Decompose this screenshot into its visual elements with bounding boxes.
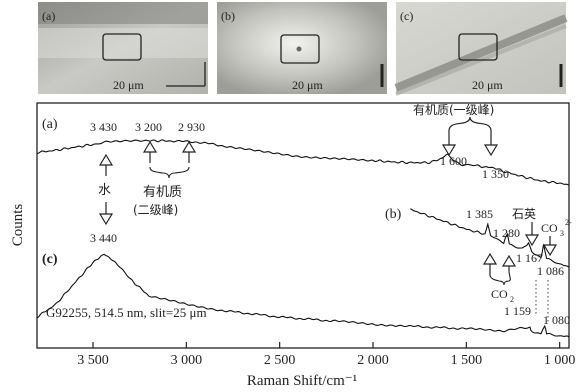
co3-label: CO 3 2- <box>541 218 572 238</box>
photo-a: (a) 20 μm <box>38 2 208 94</box>
peak-label-2930: 2 930 <box>178 120 205 134</box>
svg-text:2: 2 <box>510 295 514 304</box>
svg-text:3: 3 <box>560 229 564 238</box>
x-axis-ticks: 3 500 3 000 2 500 2 000 1 500 1 000 <box>77 342 575 368</box>
organic-second-arrows <box>144 142 195 178</box>
y-axis-label: Counts <box>10 204 26 247</box>
x-tick-label: 3 500 <box>77 353 109 368</box>
quartz-label: 石英 <box>512 207 536 221</box>
x-tick-label: 3 000 <box>171 353 203 368</box>
peak-label-1167: 1 167 <box>516 251 543 265</box>
peak-label-3200: 3 200 <box>135 120 162 134</box>
peak-label-1159: 1 159 <box>504 304 531 318</box>
curve-b-label: (b) <box>385 207 402 222</box>
x-tick-label: 1 500 <box>451 353 483 368</box>
svg-text:CO: CO <box>491 287 508 301</box>
organic-second-sub: (二级峰) <box>133 203 178 217</box>
x-tick-label: 2 000 <box>357 353 389 368</box>
water-label: 水 <box>98 183 111 198</box>
svg-text:2-: 2- <box>565 218 572 227</box>
organic-first-label: 有机质(一级峰) <box>413 103 494 117</box>
photo-b-scale-text: 20 μm <box>292 78 323 92</box>
photo-a-label: (a) <box>42 9 55 23</box>
photo-c: (c) 20 μm <box>396 2 566 94</box>
photo-b-label: (b) <box>221 9 235 23</box>
svg-text:CO: CO <box>541 221 558 235</box>
peak-label-3440: 3 440 <box>90 231 117 245</box>
curve-c-label: (c) <box>42 252 58 267</box>
peak-label-1086: 1 086 <box>537 264 564 278</box>
peak-label-1080: 1 080 <box>543 313 570 327</box>
curve-a-label: (a) <box>42 117 58 132</box>
peak-label-1600: 1 600 <box>440 154 467 168</box>
x-tick-label: 1 000 <box>544 353 576 368</box>
acquisition-info: G92255, 514.5 nm, slit=25 μm <box>46 305 207 320</box>
peak-label-1350: 1 350 <box>482 167 509 181</box>
photo-c-label: (c) <box>400 9 413 23</box>
x-axis-label: Raman Shift/cm⁻¹ <box>247 373 357 389</box>
peak-label-1385: 1 385 <box>466 207 493 221</box>
photo-b: (b) 20 μm <box>217 2 387 94</box>
organic-second-label: 有机质 <box>143 185 182 200</box>
organic-first-arrows <box>443 117 497 155</box>
photo-a-scale-text: 20 μm <box>113 78 144 92</box>
peak-label-1280: 1 280 <box>493 226 520 240</box>
photo-c-scale-text: 20 μm <box>472 78 503 92</box>
co2-label: CO 2 <box>491 287 514 304</box>
spectrum-line-c <box>37 254 569 336</box>
x-tick-label: 2 500 <box>264 353 296 368</box>
peak-label-3430: 3 430 <box>90 120 117 134</box>
